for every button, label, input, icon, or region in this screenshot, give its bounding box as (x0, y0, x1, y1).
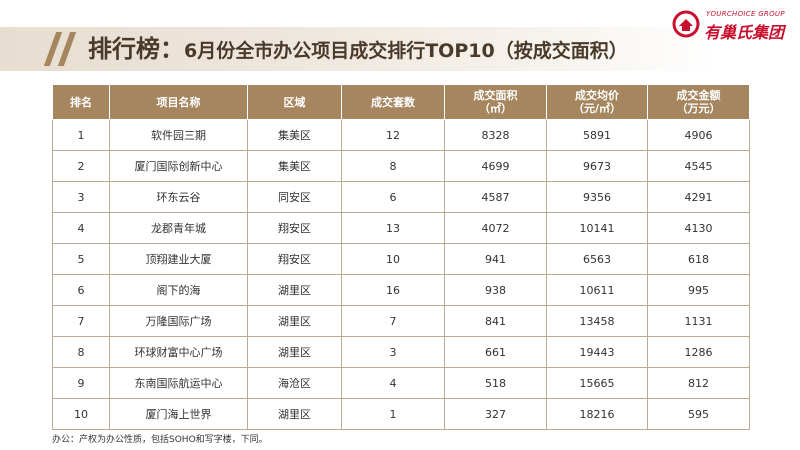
district-cell: 翔安区 (247, 243, 342, 275)
area-cell: 661 (444, 336, 547, 368)
rank-cell: 2 (52, 150, 110, 182)
table-row: 10 厦门海上世界 湖里区 1 327 18216 595 (52, 398, 750, 430)
project-name-cell: 软件园三期 (109, 119, 248, 151)
table-row: 8 环球财富中心广场 湖里区 3 661 19443 1286 (52, 336, 750, 368)
avg-price-cell: 19443 (546, 336, 648, 368)
page-title-main: 排行榜： (88, 35, 184, 63)
project-name-cell: 顶翔建业大厦 (109, 243, 248, 275)
area-cell: 8328 (444, 119, 547, 151)
decorative-stripes (43, 32, 78, 66)
table-row: 2 厦门国际创新中心 集美区 8 4699 9673 4545 (52, 150, 750, 182)
district-cell: 集美区 (247, 119, 342, 151)
project-name-cell: 阁下的海 (109, 274, 248, 306)
avg-price-cell: 10611 (546, 274, 648, 306)
table-row: 9 东南国际航运中心 海沧区 4 518 15665 812 (52, 367, 750, 399)
rank-cell: 6 (52, 274, 110, 306)
project-name-cell: 厦门国际创新中心 (109, 150, 248, 182)
amount-cell: 618 (647, 243, 750, 275)
area-cell: 841 (444, 305, 547, 337)
district-cell: 翔安区 (247, 212, 342, 244)
column-header-amount: 成交金额 （万元） (647, 84, 750, 120)
avg-price-cell: 5891 (546, 119, 648, 151)
footnote: 办公：产权为办公性质，包括SOHO和写字楼，下同。 (52, 435, 268, 445)
area-cell: 941 (444, 243, 547, 275)
units-cell: 13 (341, 212, 445, 244)
avg-price-cell: 10141 (546, 212, 648, 244)
avg-price-cell: 6563 (546, 243, 648, 275)
table-row: 3 环东云谷 同安区 6 4587 9356 4291 (52, 181, 750, 213)
area-cell: 938 (444, 274, 547, 306)
units-cell: 6 (341, 181, 445, 213)
rank-cell: 3 (52, 181, 110, 213)
rank-cell: 10 (52, 398, 110, 430)
units-cell: 12 (341, 119, 445, 151)
column-header-district: 区域 (247, 84, 342, 120)
page-title-sub: 6月份全市办公项目成交排行TOP10（按成交面积） (184, 40, 628, 62)
district-cell: 集美区 (247, 150, 342, 182)
column-header-rank: 排名 (52, 84, 110, 120)
amount-cell: 1286 (647, 336, 750, 368)
units-cell: 7 (341, 305, 445, 337)
column-header-area: 成交面积 （㎡） (444, 84, 547, 120)
district-cell: 海沧区 (247, 367, 342, 399)
units-cell: 3 (341, 336, 445, 368)
avg-price-cell: 13458 (546, 305, 648, 337)
district-cell: 湖里区 (247, 398, 342, 430)
rank-cell: 5 (52, 243, 110, 275)
area-cell: 4699 (444, 150, 547, 182)
amount-cell: 1131 (647, 305, 750, 337)
table-row: 5 顶翔建业大厦 翔安区 10 941 6563 618 (52, 243, 750, 275)
project-name-cell: 万隆国际广场 (109, 305, 248, 337)
avg-price-cell: 18216 (546, 398, 648, 430)
column-header-units: 成交套数 (341, 84, 445, 120)
table-header-row: 排名 项目名称 区域 成交套数 成交面积 （㎡） 成交均价 （元/㎡） 成交金额 （万… (52, 84, 750, 120)
amount-cell: 4130 (647, 212, 750, 244)
project-name-cell: 环东云谷 (109, 181, 248, 213)
avg-price-cell: 15665 (546, 367, 648, 399)
header-bar (0, 27, 718, 71)
amount-cell: 812 (647, 367, 750, 399)
rank-cell: 4 (52, 212, 110, 244)
company-logo: YOURCHOICE GROUP 有巢氏集团 (672, 8, 792, 42)
logo-english-text: YOURCHOICE GROUP (706, 10, 785, 18)
amount-cell: 595 (647, 398, 750, 430)
avg-price-cell: 9356 (546, 181, 648, 213)
rank-cell: 1 (52, 119, 110, 151)
rank-cell: 7 (52, 305, 110, 337)
page-title: 排行榜：6月份全市办公项目成交排行TOP10（按成交面积） (88, 32, 628, 66)
units-cell: 8 (341, 150, 445, 182)
column-header-avg-price: 成交均价 （元/㎡） (546, 84, 648, 120)
ranking-table: 排名 项目名称 区域 成交套数 成交面积 （㎡） 成交均价 （元/㎡） 成交金额 （万… (52, 84, 750, 430)
area-cell: 518 (444, 367, 547, 399)
table-row: 4 龙郡青年城 翔安区 13 4072 10141 4130 (52, 212, 750, 244)
table-row: 1 软件园三期 集美区 12 8328 5891 4906 (52, 119, 750, 151)
amount-cell: 995 (647, 274, 750, 306)
area-cell: 327 (444, 398, 547, 430)
rank-cell: 8 (52, 336, 110, 368)
district-cell: 湖里区 (247, 274, 342, 306)
column-header-project: 项目名称 (109, 84, 248, 120)
logo-chinese-text: 有巢氏集团 (704, 23, 785, 42)
district-cell: 同安区 (247, 181, 342, 213)
project-name-cell: 厦门海上世界 (109, 398, 248, 430)
table-row: 6 阁下的海 湖里区 16 938 10611 995 (52, 274, 750, 306)
project-name-cell: 东南国际航运中心 (109, 367, 248, 399)
amount-cell: 4906 (647, 119, 750, 151)
amount-cell: 4545 (647, 150, 750, 182)
area-cell: 4072 (444, 212, 547, 244)
district-cell: 湖里区 (247, 336, 342, 368)
amount-cell: 4291 (647, 181, 750, 213)
house-icon (672, 10, 700, 38)
rank-cell: 9 (52, 367, 110, 399)
avg-price-cell: 9673 (546, 150, 648, 182)
units-cell: 4 (341, 367, 445, 399)
district-cell: 湖里区 (247, 305, 342, 337)
project-name-cell: 龙郡青年城 (109, 212, 248, 244)
units-cell: 1 (341, 398, 445, 430)
units-cell: 16 (341, 274, 445, 306)
units-cell: 10 (341, 243, 445, 275)
project-name-cell: 环球财富中心广场 (109, 336, 248, 368)
table-row: 7 万隆国际广场 湖里区 7 841 13458 1131 (52, 305, 750, 337)
area-cell: 4587 (444, 181, 547, 213)
